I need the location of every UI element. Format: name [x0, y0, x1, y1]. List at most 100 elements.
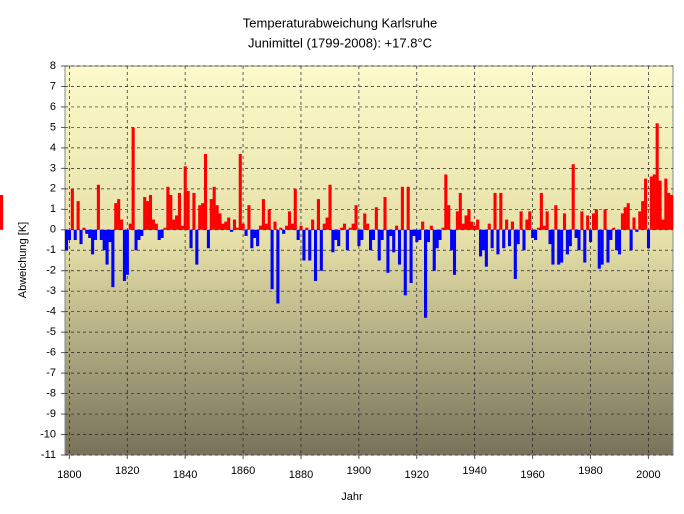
- bar: [421, 221, 425, 230]
- bar: [386, 229, 390, 273]
- bar: [209, 199, 213, 230]
- bar: [218, 213, 222, 230]
- bar: [380, 229, 384, 241]
- bar: [351, 223, 355, 230]
- bar: [157, 229, 161, 241]
- bar: [400, 186, 404, 230]
- bar: [525, 219, 529, 230]
- x-tick-label: 1940: [462, 465, 486, 477]
- bar: [502, 229, 506, 249]
- bar: [354, 205, 358, 230]
- bar: [348, 227, 352, 230]
- bar: [505, 219, 509, 230]
- bar: [285, 225, 289, 230]
- bar: [612, 227, 616, 230]
- bar: [296, 229, 300, 241]
- bar: [389, 229, 393, 236]
- bar: [273, 221, 277, 230]
- bar: [496, 229, 500, 255]
- bar: [244, 229, 248, 236]
- bar: [415, 229, 419, 243]
- bar: [617, 229, 622, 255]
- bar: [287, 211, 292, 230]
- bar: [597, 229, 601, 269]
- bar: [513, 229, 517, 279]
- bar: [551, 229, 555, 265]
- bar: [452, 229, 457, 275]
- chart-subtitle: Junimittel (1799-2008): +17.8°C: [248, 35, 432, 50]
- bar: [655, 123, 659, 230]
- bar: [565, 229, 569, 255]
- bar: [403, 229, 407, 296]
- bar: [470, 221, 474, 230]
- bar: [536, 227, 541, 230]
- bar: [606, 229, 610, 263]
- bar: [369, 229, 373, 251]
- y-tick-label: 4: [50, 142, 56, 154]
- bar: [554, 205, 558, 230]
- bar: [70, 188, 74, 230]
- x-axis-label: Jahr: [341, 491, 363, 503]
- bar: [499, 192, 503, 230]
- bar: [151, 219, 155, 230]
- bar: [626, 203, 630, 230]
- bar: [374, 207, 378, 230]
- y-tick-label: -5: [46, 326, 56, 338]
- bar: [195, 229, 199, 265]
- bar: [232, 219, 237, 230]
- bar: [473, 225, 477, 230]
- bar: [322, 223, 326, 230]
- bar: [649, 176, 653, 230]
- bar: [661, 219, 665, 230]
- bar: [383, 197, 387, 230]
- bar: [461, 223, 465, 230]
- bar: [406, 186, 410, 230]
- bar: [658, 180, 662, 230]
- bar: [467, 209, 471, 230]
- chart-title: Temperaturabweichung Karlsruhe: [243, 15, 437, 30]
- bar: [366, 223, 370, 230]
- x-tick-label: 1980: [578, 465, 602, 477]
- bar: [534, 229, 538, 241]
- y-tick-label: -2: [46, 265, 56, 277]
- bar: [418, 229, 422, 241]
- bar: [256, 229, 260, 247]
- bar: [183, 166, 187, 230]
- y-tick-label: 1: [50, 203, 56, 215]
- bar: [93, 229, 98, 241]
- bar: [128, 223, 132, 230]
- bar: [397, 229, 402, 265]
- bar: [490, 229, 494, 249]
- y-tick-label: 8: [50, 60, 56, 72]
- bar: [331, 229, 335, 253]
- bar: [644, 178, 648, 230]
- bar: [241, 223, 245, 230]
- bar: [641, 201, 645, 230]
- bar: [357, 229, 361, 247]
- bar: [235, 227, 239, 230]
- bar: [172, 219, 176, 230]
- bar: [108, 229, 112, 243]
- bar: [85, 229, 89, 234]
- bar: [441, 227, 445, 230]
- bar: [111, 229, 115, 288]
- bar: [206, 229, 210, 249]
- bar: [137, 229, 141, 241]
- bar: [432, 229, 436, 271]
- y-axis-label: Abweichung [K]: [17, 222, 29, 298]
- bar: [438, 229, 442, 241]
- bar: [65, 229, 69, 251]
- bar: [455, 211, 459, 230]
- bar: [114, 203, 118, 230]
- bar: [276, 229, 280, 304]
- bar: [392, 229, 396, 253]
- bar: [96, 184, 100, 230]
- bar: [435, 229, 439, 249]
- bar: [189, 229, 193, 249]
- bar: [342, 223, 347, 230]
- x-tick-label: 1920: [405, 469, 429, 481]
- bar: [267, 209, 271, 230]
- bar: [105, 229, 109, 265]
- bar: [479, 229, 483, 257]
- bar: [224, 221, 228, 230]
